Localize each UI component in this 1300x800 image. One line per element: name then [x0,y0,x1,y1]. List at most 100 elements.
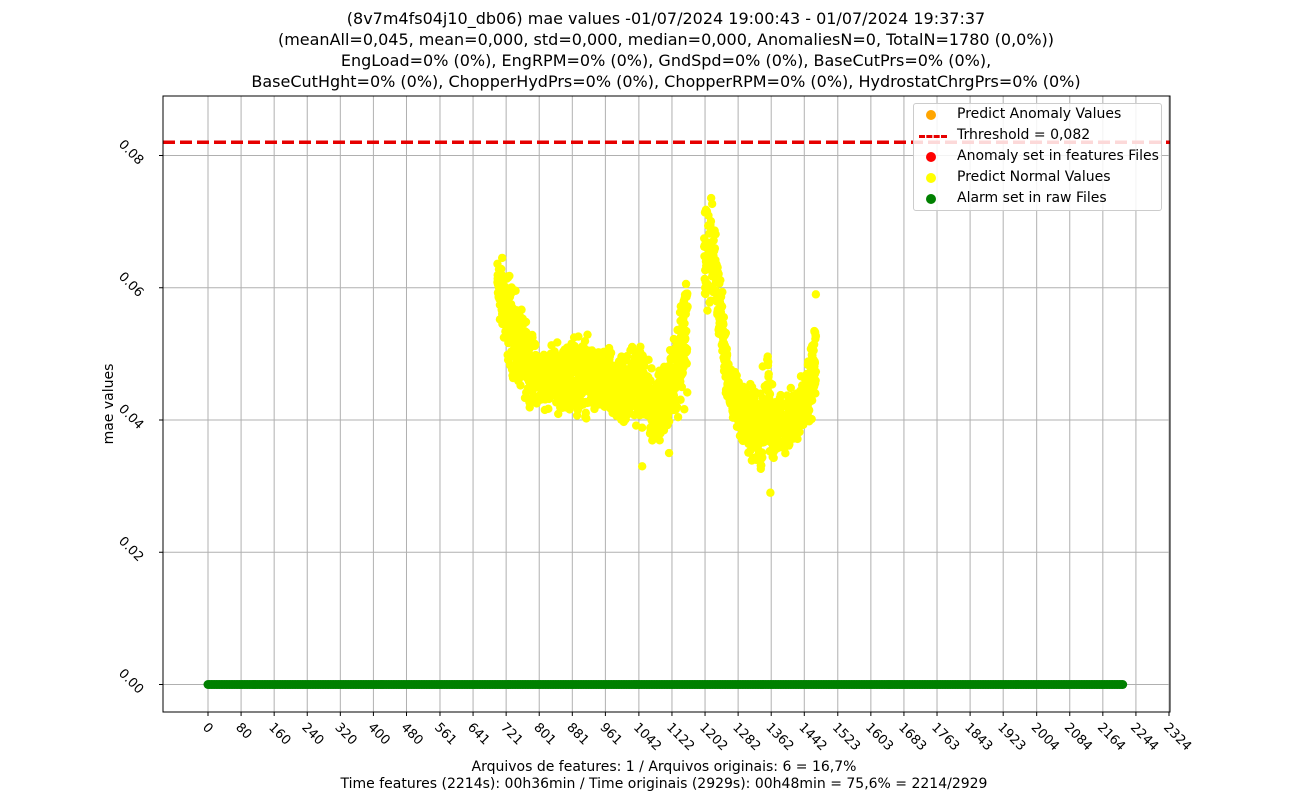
normal-value-point [707,199,717,209]
normal-value-point [683,388,692,397]
normal-value-point [682,359,691,368]
normal-value-point [640,361,649,371]
x-axis: 0 80 160 240 320 400 480 561 641 721 801 881 961 1042… [199,712,1194,754]
normal-value-point [795,427,804,437]
normal-value-point [505,271,514,281]
normal-value-point [680,319,689,328]
x-tick-label: 1683 [895,720,929,754]
normal-value-point [583,330,592,339]
x-tick-label: 1763 [928,720,962,754]
normal-value-point [811,367,821,376]
x-tick-label: 1122 [663,720,697,754]
x-tick-label: 2084 [1061,720,1095,754]
normal-value-point [647,364,656,373]
orange-dot-icon [926,110,936,120]
legend-entry-predict-normal: Predict Normal Values [914,168,1161,189]
normal-value-point [637,423,647,432]
normal-value-point [811,290,821,299]
x-tick-label: 961 [597,720,625,748]
normal-value-point [580,336,590,346]
normal-value-point [511,286,520,295]
x-tick-label: 561 [431,720,459,748]
normal-value-point [606,348,616,358]
x-tick-label: 80 [232,720,254,742]
normal-value-point [544,404,553,414]
y-tick-label: 0.02 [115,534,146,565]
x-tick-label: 801 [530,720,558,748]
normal-value-point [732,371,741,380]
normal-value-point [764,357,773,367]
normal-value-point [681,279,691,289]
normal-value-point [765,389,775,399]
normal-value-point [683,289,692,298]
footer-line-1: Arquivos de features: 1 / Arquivos origi… [471,759,857,775]
red-dot-icon [926,152,936,162]
x-tick-label: 0 [199,720,215,736]
normal-value-point [716,275,725,285]
normal-value-point [811,332,821,341]
normal-value-point [497,253,507,263]
normal-value-point [767,380,777,389]
normal-value-point [655,436,664,445]
normal-value-point [721,328,730,338]
normal-value-point [757,461,766,470]
x-tick-label: 400 [365,720,393,748]
normal-value-point [807,396,817,405]
normal-value-point [683,302,692,312]
x-tick-label: 721 [497,720,525,748]
chart-title-line-3: EngLoad=0% (0%), EngRPM=0% (0%), GndSpd=… [340,51,992,70]
normal-value-point [810,358,820,368]
y-axis: 0.00 0.02 0.04 0.06 0.08 [115,137,163,697]
normal-value-point [711,229,720,239]
normal-value-point [719,320,728,329]
footer-line-2: Time features (2214s): 00h36min / Time o… [340,776,988,792]
chart-title-line-2: (meanAll=0,045, mean=0,000, std=0,000, m… [277,30,1055,49]
normal-value-point [582,414,591,423]
normal-value-point [769,453,778,463]
normal-value-point [516,381,525,390]
normal-value-point [646,376,655,385]
normal-value-point [722,349,732,359]
normal-value-point [644,355,653,365]
dashed-line-icon [919,135,947,138]
normal-value-point [682,326,691,336]
x-tick-label: 320 [331,720,359,748]
legend-label: Predict Anomaly Values [957,106,1122,122]
x-tick-label: 1362 [762,720,796,754]
legend-label: Predict Normal Values [957,169,1111,185]
normal-value-point [781,449,790,458]
x-tick-label: 480 [398,720,426,748]
y-tick-label: 0.04 [115,402,146,433]
normal-value-point [709,236,718,245]
legend: Predict Anomaly Values Trhreshold = 0,08… [913,103,1162,211]
x-tick-label: 1282 [729,720,763,754]
normal-value-point [677,382,687,392]
normal-value-point [710,244,720,253]
normal-value-point [531,340,540,349]
legend-entry-predict-anomaly: Predict Anomaly Values [914,105,1161,126]
normal-value-point [671,384,680,393]
normal-value-point [807,414,816,424]
alarm-point [1118,680,1128,689]
normal-value-point [553,338,562,347]
normal-value-point [521,317,531,327]
legend-entry-alarm-raw: Alarm set in raw Files [914,189,1161,210]
normal-value-point [664,448,674,458]
normal-value-point [776,390,785,400]
y-tick-label: 0.08 [115,137,146,168]
normal-value-point [680,405,689,414]
normal-values-series [493,193,821,497]
normal-value-point [764,369,773,379]
legend-label: Anomaly set in features Files [957,148,1159,164]
normal-value-point [681,334,690,343]
legend-entry-anomaly-features: Anomaly set in features Files [914,147,1161,168]
normal-value-point [703,306,712,315]
normal-value-point [706,217,716,226]
normal-value-point [669,391,679,400]
normal-value-point [525,403,534,412]
x-tick-label: 1042 [630,720,664,754]
x-tick-label: 2324 [1160,720,1194,754]
normal-value-point [574,332,583,341]
normal-value-point [718,287,727,297]
